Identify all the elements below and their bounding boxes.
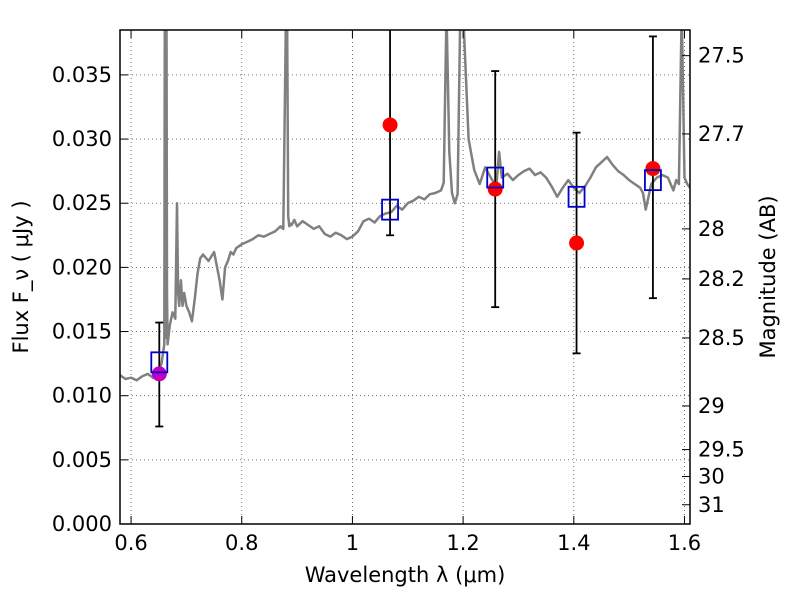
y-tick-label: 0.010 bbox=[52, 384, 112, 408]
y-tick-label: 0.035 bbox=[52, 63, 112, 87]
model-flux-square bbox=[486, 166, 505, 189]
right-axis-title: Magnitude (AB) bbox=[756, 195, 780, 358]
right-tick-label: 27.5 bbox=[698, 44, 745, 68]
y-tick-label: 0.015 bbox=[52, 320, 112, 344]
model-flux-square bbox=[150, 351, 169, 374]
model-flux-square bbox=[644, 169, 662, 192]
ticks: 0.6 0.8 1 1.2 1.4 1.6 0.000 0.005 0.010 0.015 0.02… bbox=[52, 30, 745, 555]
photometry-point bbox=[569, 235, 585, 251]
right-tick-label: 28.2 bbox=[698, 267, 745, 291]
right-tick-label: 27.7 bbox=[698, 122, 745, 146]
right-tick-label: 28.5 bbox=[698, 326, 745, 350]
x-axis-title: Wavelength λ (μm) bbox=[305, 563, 506, 587]
right-tick-label: 29.5 bbox=[698, 438, 745, 462]
x-tick-label: 1.2 bbox=[446, 531, 479, 555]
y-tick-label: 0.020 bbox=[52, 255, 112, 279]
y-axis-title: Flux F_ν ( μJy ) bbox=[9, 200, 34, 353]
photometry-point bbox=[487, 181, 503, 197]
error-bars bbox=[150, 30, 662, 428]
y-tick-label: 0.000 bbox=[52, 512, 112, 536]
right-tick-label: 30 bbox=[698, 465, 725, 489]
right-tick-label: 31 bbox=[698, 493, 725, 517]
right-tick-label: 28 bbox=[698, 217, 725, 241]
photometry-point bbox=[645, 161, 661, 177]
y-tick-label: 0.025 bbox=[52, 191, 112, 215]
plot-frame bbox=[119, 29, 691, 525]
model-flux-square bbox=[381, 198, 399, 221]
x-tick-label: 1.6 bbox=[668, 531, 701, 555]
x-tick-label: 0.8 bbox=[225, 531, 258, 555]
y-tick-label: 0.005 bbox=[52, 448, 112, 472]
model-flux-square bbox=[567, 185, 586, 208]
right-tick-label: 29 bbox=[698, 394, 725, 418]
photometry-point bbox=[382, 117, 398, 133]
plot-background bbox=[120, 30, 690, 524]
x-tick-label: 1.4 bbox=[557, 531, 590, 555]
photometry-point bbox=[151, 366, 167, 382]
y-tick-label: 0.030 bbox=[52, 127, 112, 151]
x-tick-label: 0.6 bbox=[114, 531, 147, 555]
x-tick-label: 1 bbox=[346, 531, 359, 555]
